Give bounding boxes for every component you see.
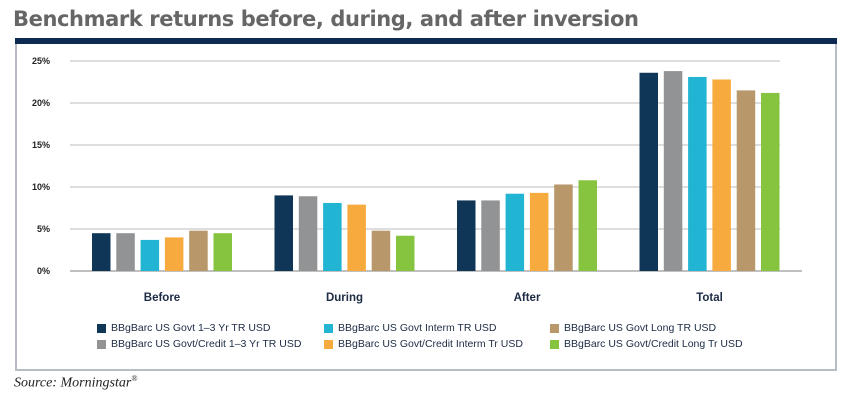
- y-tick-label: 5%: [37, 224, 50, 234]
- bar-before-series-4: [164, 237, 184, 271]
- bar-total-series-4: [712, 79, 731, 271]
- legend-item: BBgBarc US Govt/Credit Long Tr USD: [550, 338, 780, 350]
- source-note: Source: Morningstar®: [14, 374, 137, 392]
- y-tick-label: 25%: [32, 56, 50, 66]
- chart-title: Benchmark returns before, during, and af…: [13, 7, 639, 31]
- legend-label: BBgBarc US Govt/Credit Long Tr USD: [564, 338, 743, 350]
- legend-item: BBgBarc US Govt/Credit 1–3 Yr TR USD: [97, 338, 324, 350]
- legend-label: BBgBarc US Govt Interm TR USD: [338, 322, 497, 334]
- bar-after-series-3: [505, 193, 525, 271]
- bar-before-series-2: [116, 233, 135, 271]
- legend-label: BBgBarc US Govt/Credit Interm Tr USD: [338, 338, 523, 350]
- bar-total-series-6: [761, 92, 780, 271]
- bar-during-series-5: [371, 230, 391, 271]
- bar-during-series-4: [347, 204, 366, 271]
- source-text: Source: Morningstar: [14, 375, 132, 391]
- legend-label: BBgBarc US Govt Long TR USD: [564, 322, 717, 334]
- legend-item: BBgBarc US Govt 1–3 Yr TR USD: [97, 322, 324, 334]
- registered-mark: ®: [131, 374, 138, 383]
- legend-swatch: [550, 339, 559, 349]
- legend-item: BBgBarc US Govt/Credit Interm Tr USD: [324, 338, 550, 350]
- bar-during-series-3: [323, 202, 342, 271]
- bar-total-series-5: [736, 90, 756, 272]
- bar-during-series-6: [396, 235, 415, 271]
- y-tick-label: 0%: [37, 266, 50, 276]
- bar-after-series-6: [578, 180, 597, 271]
- chart-frame-top-bar: [15, 38, 837, 44]
- x-tick-label: Before: [144, 292, 180, 304]
- bar-after-series-2: [481, 200, 500, 271]
- legend-swatch: [97, 323, 106, 333]
- bar-total-series-1: [639, 72, 658, 271]
- x-tick-label: After: [514, 292, 541, 304]
- bar-after-series-1: [457, 200, 476, 271]
- legend-swatch: [550, 323, 559, 333]
- gridlines: [70, 60, 802, 272]
- bar-before-series-6: [213, 233, 232, 271]
- bar-after-series-4: [529, 192, 549, 271]
- bar-during-series-1: [274, 195, 293, 271]
- legend-item: BBgBarc US Govt Long TR USD: [550, 322, 780, 334]
- x-tick-label: During: [326, 292, 363, 304]
- y-tick-label: 10%: [32, 182, 50, 192]
- bars: [92, 71, 780, 272]
- legend-item: BBgBarc US Govt Interm TR USD: [324, 322, 550, 334]
- legend-swatch: [324, 339, 333, 349]
- legend: BBgBarc US Govt 1–3 Yr TR USD BBgBarc US …: [97, 322, 780, 350]
- y-tick-label: 20%: [32, 98, 50, 108]
- legend-label: BBgBarc US Govt/Credit 1–3 Yr TR USD: [111, 338, 302, 350]
- legend-swatch: [324, 323, 333, 333]
- x-tick-label: Total: [696, 292, 723, 304]
- bar-before-series-3: [140, 239, 160, 271]
- bar-before-series-1: [92, 233, 111, 271]
- legend-label: BBgBarc US Govt 1–3 Yr TR USD: [111, 322, 271, 334]
- bar-total-series-2: [663, 71, 683, 271]
- x-axis-ticks: Before During After Total: [144, 292, 723, 304]
- legend-swatch: [97, 339, 106, 349]
- y-tick-label: 15%: [32, 140, 50, 150]
- bar-before-series-5: [189, 230, 208, 271]
- bar-total-series-3: [688, 76, 707, 272]
- bar-after-series-5: [554, 184, 573, 271]
- y-axis-ticks: 0% 5% 10% 15% 20% 25%: [32, 56, 50, 276]
- bar-during-series-2: [298, 196, 318, 271]
